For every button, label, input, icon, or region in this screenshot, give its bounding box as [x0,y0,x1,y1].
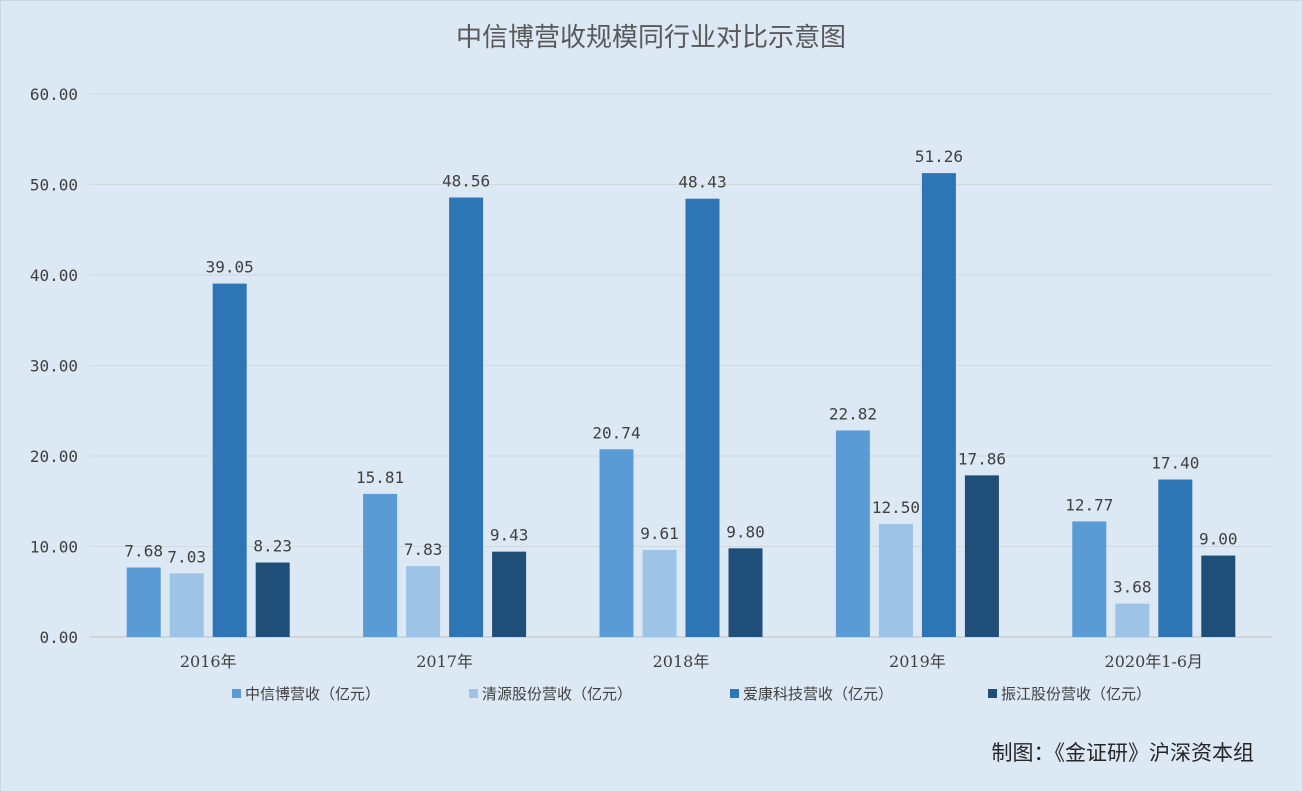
gridlines [90,93,1272,638]
chart-title: 中信博营收规模同行业对比示意图 [456,23,846,53]
bar [1072,521,1107,637]
data-label: 7.83 [404,540,443,559]
y-tick-label: 0.00 [39,628,78,647]
legend-label: 清源股份营收（亿元） [482,685,632,703]
x-tick-label: 2016年 [180,652,237,671]
bar [835,430,870,637]
bar [1158,479,1193,637]
data-label: 9.61 [640,524,679,543]
legend-label: 振江股份营收（亿元） [1001,685,1151,703]
bar [685,198,720,637]
legend: 中信博营收（亿元） 清源股份营收（亿元） 爱康科技营收（亿元） 振江股份营收（亿元） [232,685,1151,703]
legend-swatch [988,689,997,698]
legend-swatch [730,689,739,698]
data-label: 7.68 [124,541,163,560]
x-axis: 2016年 2017年 2018年 2019年 2020年1-6月 [180,652,1203,671]
bar [728,548,763,637]
bar [599,449,634,637]
x-tick-label: 2017年 [416,652,473,671]
legend-label: 中信博营收（亿元） [245,685,380,703]
data-label: 12.50 [872,498,920,517]
data-label: 17.40 [1151,454,1199,473]
bar [212,283,247,637]
y-tick-label: 20.00 [30,447,78,466]
y-tick-label: 10.00 [30,538,78,557]
bar [1115,603,1150,637]
bar [406,566,441,637]
y-tick-label: 60.00 [30,85,78,104]
data-label: 20.74 [592,423,640,442]
y-tick-label: 50.00 [30,176,78,195]
data-label: 48.56 [442,172,490,191]
bar [964,475,999,637]
legend-swatch [469,689,478,698]
bar-series [126,173,1236,638]
y-axis: 0.00 10.00 20.00 30.00 40.00 50.00 60.00 [30,85,78,647]
bar [255,562,290,637]
data-label: 17.86 [958,449,1006,468]
data-label: 22.82 [829,404,877,423]
bar [642,550,677,637]
data-label: 8.23 [253,537,292,556]
x-tick-label: 2020年1-6月 [1105,652,1204,671]
data-label: 9.80 [726,522,765,541]
bar [878,523,913,637]
bar [363,493,398,637]
data-label: 51.26 [915,147,963,166]
credit-text: 制图：《金证研》沪深资本组 [992,741,1255,765]
data-label: 7.03 [167,547,206,566]
legend-swatch [232,689,241,698]
data-label: 12.77 [1065,495,1113,514]
x-tick-label: 2018年 [653,652,710,671]
x-tick-label: 2019年 [889,652,946,671]
data-label: 9.00 [1199,530,1238,549]
bar [492,551,527,637]
data-label: 15.81 [356,468,404,487]
bar [126,567,161,637]
data-labels: 7.68 7.03 39.05 8.23 15.81 7.83 48.56 9.43 20.74… [124,147,1237,597]
y-tick-label: 30.00 [30,357,78,376]
legend-label: 爱康科技营收（亿元） [743,685,893,703]
bar [1201,555,1236,637]
data-label: 3.68 [1113,578,1152,597]
data-label: 48.43 [678,173,726,192]
bar [169,573,204,637]
bar [921,173,956,638]
y-tick-label: 40.00 [30,266,78,285]
bar [449,197,484,638]
data-label: 9.43 [490,526,529,545]
data-label: 39.05 [206,258,254,277]
